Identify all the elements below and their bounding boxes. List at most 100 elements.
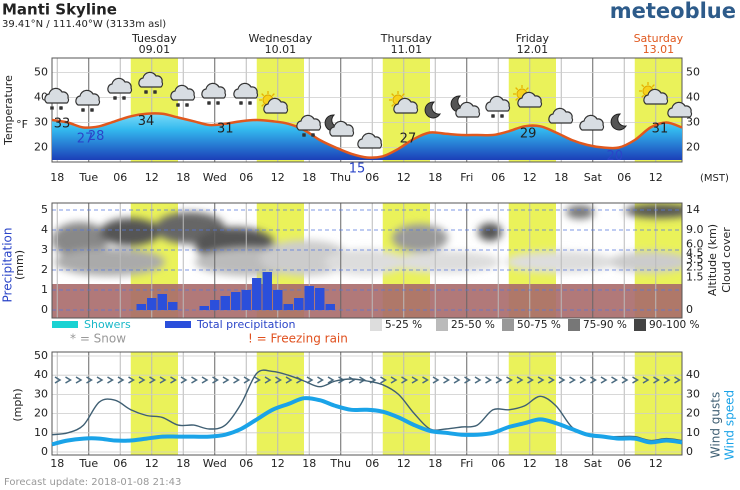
- icon-sun-ray: [641, 94, 645, 98]
- wind-direction: [222, 376, 230, 384]
- logo: meteoblue: [610, 0, 736, 23]
- time-label: Tue: [78, 457, 98, 470]
- precipitation-bar: [252, 278, 262, 310]
- icon-cloud: [667, 101, 693, 118]
- temperature-line: [51, 112, 683, 159]
- time-label: 06: [617, 457, 631, 470]
- legend-label: Wind speed: [723, 390, 737, 460]
- day-name: Saturday: [634, 32, 684, 45]
- icon-cloud: [455, 101, 481, 118]
- time-label: 18: [176, 457, 190, 470]
- time-label: Sat: [584, 171, 603, 184]
- y-axis-unit: °F: [16, 118, 28, 131]
- panel-frame: [51, 202, 683, 319]
- y2-tick-label: 2.5: [686, 261, 704, 274]
- wind-direction: [506, 376, 513, 384]
- y2-tick-label: 20: [686, 141, 700, 154]
- temperature-label: 28: [88, 129, 105, 144]
- time-label: 12: [649, 457, 663, 470]
- precipitation-bar: [262, 272, 272, 310]
- y2-tick-label: 0: [686, 445, 693, 458]
- wind-direction: [180, 376, 188, 384]
- plots: 18 Tue 06 12 18 Wed 06 12 18 Thu 06 12 18 Fri 06 12 18 Sa…: [1, 32, 737, 470]
- day-date: 09.01: [139, 43, 171, 56]
- time-label: Wed: [203, 457, 227, 470]
- icon-sun-ray: [515, 97, 519, 101]
- y-axis-label: Precipitation: [1, 227, 15, 302]
- daylight-band: [256, 352, 304, 455]
- y2-tick-label: 3.5: [686, 253, 704, 266]
- wind-direction: [401, 376, 408, 384]
- precipitation-bar: [294, 298, 304, 310]
- wind-direction: [464, 376, 471, 384]
- time-label: 12: [271, 171, 285, 184]
- wind-direction: [653, 376, 660, 384]
- day-date: 10.01: [265, 43, 297, 56]
- wind-direction: [107, 376, 114, 384]
- wind-direction: [600, 376, 608, 384]
- cloud-legend-swatch: [370, 319, 382, 331]
- day-name: Tuesday: [131, 32, 177, 45]
- time-label: 12: [523, 171, 537, 184]
- time-label: 18: [554, 171, 568, 184]
- daylight-band: [508, 352, 556, 455]
- temperature-label: 34: [138, 114, 155, 129]
- wind-direction: [285, 376, 293, 384]
- icon-moon: [610, 113, 627, 131]
- time-label: 18: [50, 457, 64, 470]
- time-label: 18: [428, 171, 442, 184]
- precipitation-bar: [273, 290, 283, 310]
- precipitation-bar: [325, 304, 335, 310]
- time-label: 06: [617, 171, 631, 184]
- icon-cloud: [170, 84, 196, 101]
- time-label: 12: [523, 457, 537, 470]
- icon-sun-ray: [271, 93, 275, 97]
- y2-tick-label: 40: [686, 368, 700, 381]
- precipitation-bar: [283, 304, 293, 310]
- wind-direction: [96, 376, 104, 384]
- wind-direction: [411, 376, 419, 384]
- wind-direction: [453, 376, 461, 384]
- time-label: 18: [554, 457, 568, 470]
- wind-direction: [663, 376, 671, 384]
- wind-direction: [390, 376, 398, 384]
- icon-cloud: [517, 91, 543, 108]
- time-label: 12: [649, 171, 663, 184]
- y2-tick-label: 9.0: [686, 223, 704, 236]
- location: 39.41°N / 111.40°W (3133m asl): [2, 19, 166, 30]
- wind-direction: [306, 376, 314, 384]
- y-tick-label: 0: [41, 445, 48, 458]
- wind-direction: [212, 376, 219, 384]
- icon-sun-ray: [261, 103, 265, 107]
- icon-cloud: [263, 97, 289, 114]
- legend-note: * = Snow: [70, 332, 126, 346]
- icon-sun-ray: [391, 93, 395, 97]
- icon-cloud: [107, 77, 133, 94]
- time-label: Wed: [203, 171, 227, 184]
- wind-direction: [674, 376, 681, 384]
- cloud-legend-label: 75-90 %: [583, 319, 627, 331]
- precipitation-bar: [220, 296, 230, 310]
- wind-direction: [642, 376, 650, 384]
- precipitation-bar: [210, 300, 220, 310]
- y-axis-label: (mph): [11, 388, 24, 421]
- time-label: 06: [113, 171, 127, 184]
- icon-snow: [302, 133, 306, 137]
- icon-snow: [207, 101, 211, 105]
- time-label: 06: [365, 457, 379, 470]
- icon-sun-ray: [515, 87, 519, 91]
- footer: Forecast update: 2018-01-08 21:43: [4, 477, 181, 488]
- wind-direction: [254, 376, 261, 384]
- icon-snow: [176, 103, 180, 107]
- wind-direction: [191, 376, 198, 384]
- cloud-legend-label: 25-50 %: [451, 319, 495, 331]
- precipitation-bar: [199, 306, 209, 310]
- icon-snow: [144, 90, 148, 94]
- icon-snow: [311, 133, 315, 137]
- time-label: 06: [491, 171, 505, 184]
- y2-axis-label: Altitude (km): [706, 224, 719, 296]
- y-tick-label: 20: [34, 141, 48, 154]
- temperature-label: 31: [652, 122, 669, 137]
- icon-sun-ray: [391, 103, 395, 107]
- panel-frame: [51, 351, 683, 456]
